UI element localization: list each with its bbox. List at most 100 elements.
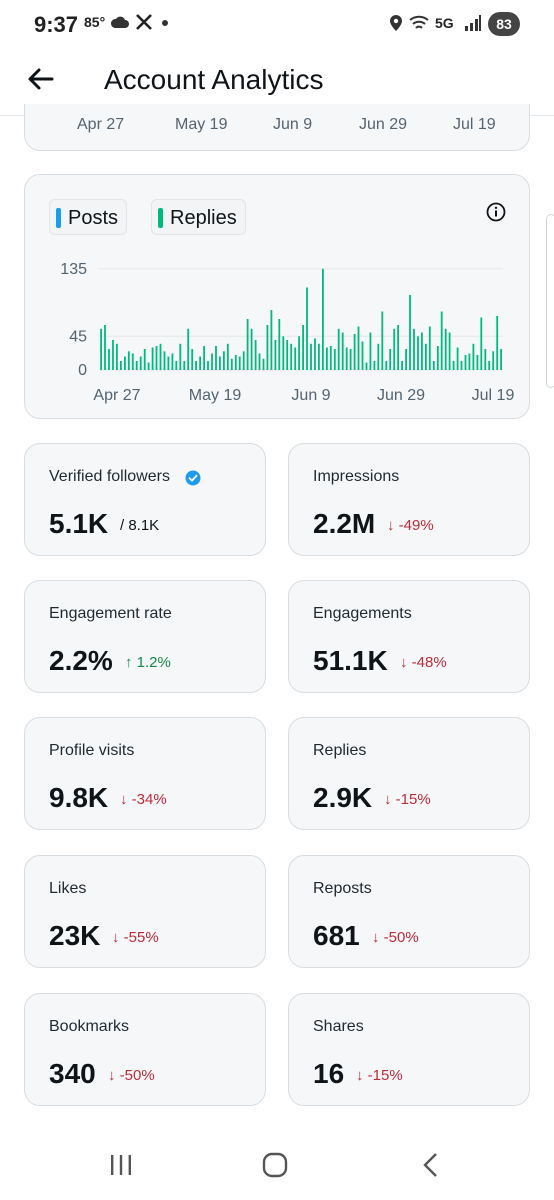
replies-bar[interactable] [409,295,411,370]
replies-bar[interactable] [155,346,158,370]
stat-card[interactable]: Replies 2.9K ↓ -15% [288,717,530,830]
replies-bar[interactable] [159,343,162,371]
stat-card[interactable]: Reposts 681 ↓ -50% [288,855,530,968]
replies-bar[interactable] [199,356,201,371]
replies-bar[interactable] [246,319,249,370]
replies-bar[interactable] [337,328,340,371]
replies-bar[interactable] [187,328,190,371]
stat-card[interactable]: Verified followers 5.1K / 8.1K [24,443,266,556]
replies-bar[interactable] [195,361,197,370]
stat-card[interactable]: Bookmarks 340 ↓ -50% [24,993,266,1106]
info-icon[interactable] [485,201,507,223]
replies-bar[interactable] [401,361,403,370]
replies-bar[interactable] [389,349,392,370]
replies-bar[interactable] [326,347,328,371]
replies-bar[interactable] [270,310,273,370]
stat-card[interactable]: Engagement rate 2.2% ↑ 1.2% [24,580,266,693]
replies-bar[interactable] [163,351,166,371]
replies-bar[interactable] [444,328,447,371]
stat-card[interactable]: Shares 16 ↓ -15% [288,993,530,1106]
replies-bar[interactable] [258,353,261,371]
stat-card[interactable]: Likes 23K ↓ -55% [24,855,266,968]
replies-bar[interactable] [294,347,297,371]
replies-bar[interactable] [425,343,427,371]
replies-bar[interactable] [219,356,221,371]
replies-bar[interactable] [484,349,487,370]
stat-card[interactable]: Impressions 2.2M ↓ -49% [288,443,530,556]
replies-bar[interactable] [428,326,431,371]
replies-bar[interactable] [432,361,435,370]
replies-bar[interactable] [302,325,304,370]
replies-bar[interactable] [100,328,102,371]
replies-bar[interactable] [468,353,471,371]
replies-bar[interactable] [381,311,384,371]
replies-bar[interactable] [421,332,423,371]
replies-bar[interactable] [108,349,110,370]
replies-bar[interactable] [282,336,285,371]
replies-bar[interactable] [143,349,146,370]
replies-bar[interactable] [365,362,368,371]
replies-bar[interactable] [452,361,455,370]
replies-bar[interactable] [167,356,170,371]
legend-posts[interactable]: Posts [49,199,128,235]
replies-bar[interactable] [397,325,399,370]
stat-card[interactable]: Engagements 51.1K ↓ -48% [288,580,530,693]
replies-bar[interactable] [230,358,233,371]
replies-bar[interactable] [179,343,182,371]
replies-bar[interactable] [480,317,483,371]
replies-bar[interactable] [124,356,126,371]
replies-bar[interactable] [373,361,376,370]
legend-replies[interactable]: Replies [151,199,246,235]
replies-bar[interactable] [207,361,209,370]
replies-bar[interactable] [266,325,269,370]
replies-bar[interactable] [369,332,372,371]
replies-bar[interactable] [488,361,491,370]
replies-bar[interactable] [116,343,118,371]
replies-bar[interactable] [278,319,281,370]
replies-bar[interactable] [191,349,194,370]
replies-bar[interactable] [203,346,205,370]
replies-bar[interactable] [274,340,277,370]
replies-bar[interactable] [120,361,122,370]
replies-bar[interactable] [500,349,502,370]
replies-bar[interactable] [226,343,229,371]
replies-bar[interactable] [361,341,364,371]
replies-bar[interactable] [464,355,467,370]
replies-bar[interactable] [131,353,134,371]
replies-bar[interactable] [135,361,138,370]
replies-bar[interactable] [417,336,419,371]
replies-bar[interactable] [127,351,130,371]
replies-bar[interactable] [333,349,336,370]
replies-bar[interactable] [318,343,320,371]
replies-bar[interactable] [456,347,459,371]
replies-bar[interactable] [393,328,396,371]
replies-bar[interactable] [242,351,245,371]
replies-bar[interactable] [345,347,348,371]
replies-bar[interactable] [238,356,241,371]
replies-bar[interactable] [436,346,439,370]
replies-bar[interactable] [306,287,308,371]
replies-bar[interactable] [147,362,150,371]
replies-bar[interactable] [341,332,344,371]
replies-bar[interactable] [460,361,463,370]
recent-apps-icon[interactable] [106,1150,136,1180]
replies-bar[interactable] [310,343,312,371]
replies-bar[interactable] [440,311,443,371]
replies-bar[interactable] [175,361,178,370]
replies-bar[interactable] [413,328,415,371]
replies-bar[interactable] [349,349,352,370]
replies-bar[interactable] [357,326,360,371]
replies-bar[interactable] [215,346,217,370]
home-icon[interactable] [260,1150,290,1180]
replies-bar[interactable] [472,343,475,371]
back-nav-icon[interactable] [416,1150,446,1180]
replies-bar[interactable] [377,343,380,371]
stat-card[interactable]: Profile visits 9.8K ↓ -34% [24,717,266,830]
replies-bar[interactable] [405,349,407,370]
replies-bar[interactable] [322,268,324,371]
scrollbar[interactable] [546,214,554,388]
replies-bar[interactable] [223,351,225,371]
replies-bar[interactable] [171,353,174,371]
replies-bar[interactable] [254,340,257,370]
replies-bar[interactable] [298,336,300,371]
